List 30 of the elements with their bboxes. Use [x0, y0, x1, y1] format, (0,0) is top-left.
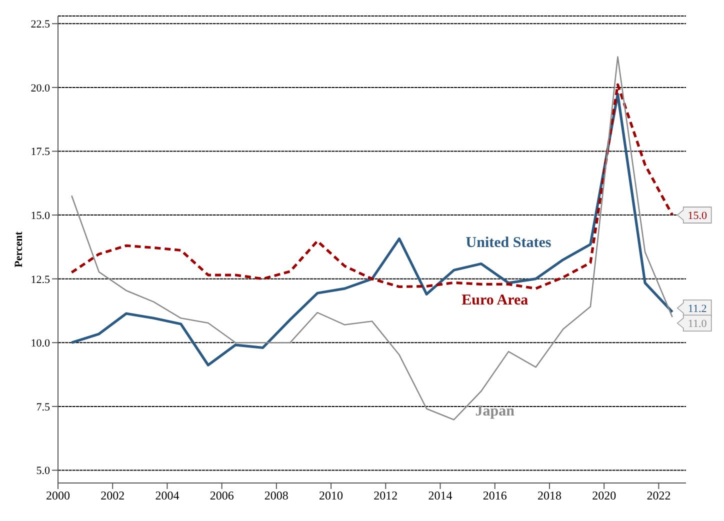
data-label: 11.2 — [688, 303, 707, 316]
x-tick-label: 2016 — [482, 488, 507, 503]
data-label: 11.0 — [688, 318, 708, 330]
x-tick-label: 2010 — [319, 488, 344, 503]
y-tick-label: 10.0 — [30, 338, 50, 350]
y-axis-title: Percent — [12, 231, 25, 268]
x-tick-label: 2008 — [264, 488, 288, 503]
y-tick-label: 7.5 — [36, 401, 50, 414]
x-tick-label: 2004 — [155, 488, 180, 503]
line-series — [70, 83, 674, 290]
x-tick-label: 2002 — [100, 488, 125, 503]
y-tick-label: 20.0 — [30, 82, 50, 94]
x-tick-label: 2006 — [210, 488, 234, 503]
x-tick-label: 2012 — [374, 488, 398, 503]
line-series — [70, 92, 674, 366]
x-tick-label: 2018 — [537, 488, 562, 503]
data-label: 15.0 — [688, 210, 708, 222]
line-series — [71, 56, 673, 420]
y-tick-label: 17.5 — [30, 146, 50, 158]
y-tick-label: 22.5 — [30, 18, 50, 31]
x-tick-label: 2014 — [428, 488, 452, 503]
y-tick-label: 15.0 — [30, 210, 50, 222]
x-tick-label: 2022 — [646, 488, 671, 503]
x-tick-label: 2020 — [592, 488, 616, 503]
y-tick-label: 5.0 — [36, 465, 50, 478]
series-label: Euro Area — [462, 292, 529, 308]
series-label: United States — [466, 234, 552, 251]
x-tick-label: 2000 — [46, 488, 70, 503]
series-label: Japan — [475, 403, 516, 420]
y-tick-label: 12.5 — [30, 274, 50, 286]
